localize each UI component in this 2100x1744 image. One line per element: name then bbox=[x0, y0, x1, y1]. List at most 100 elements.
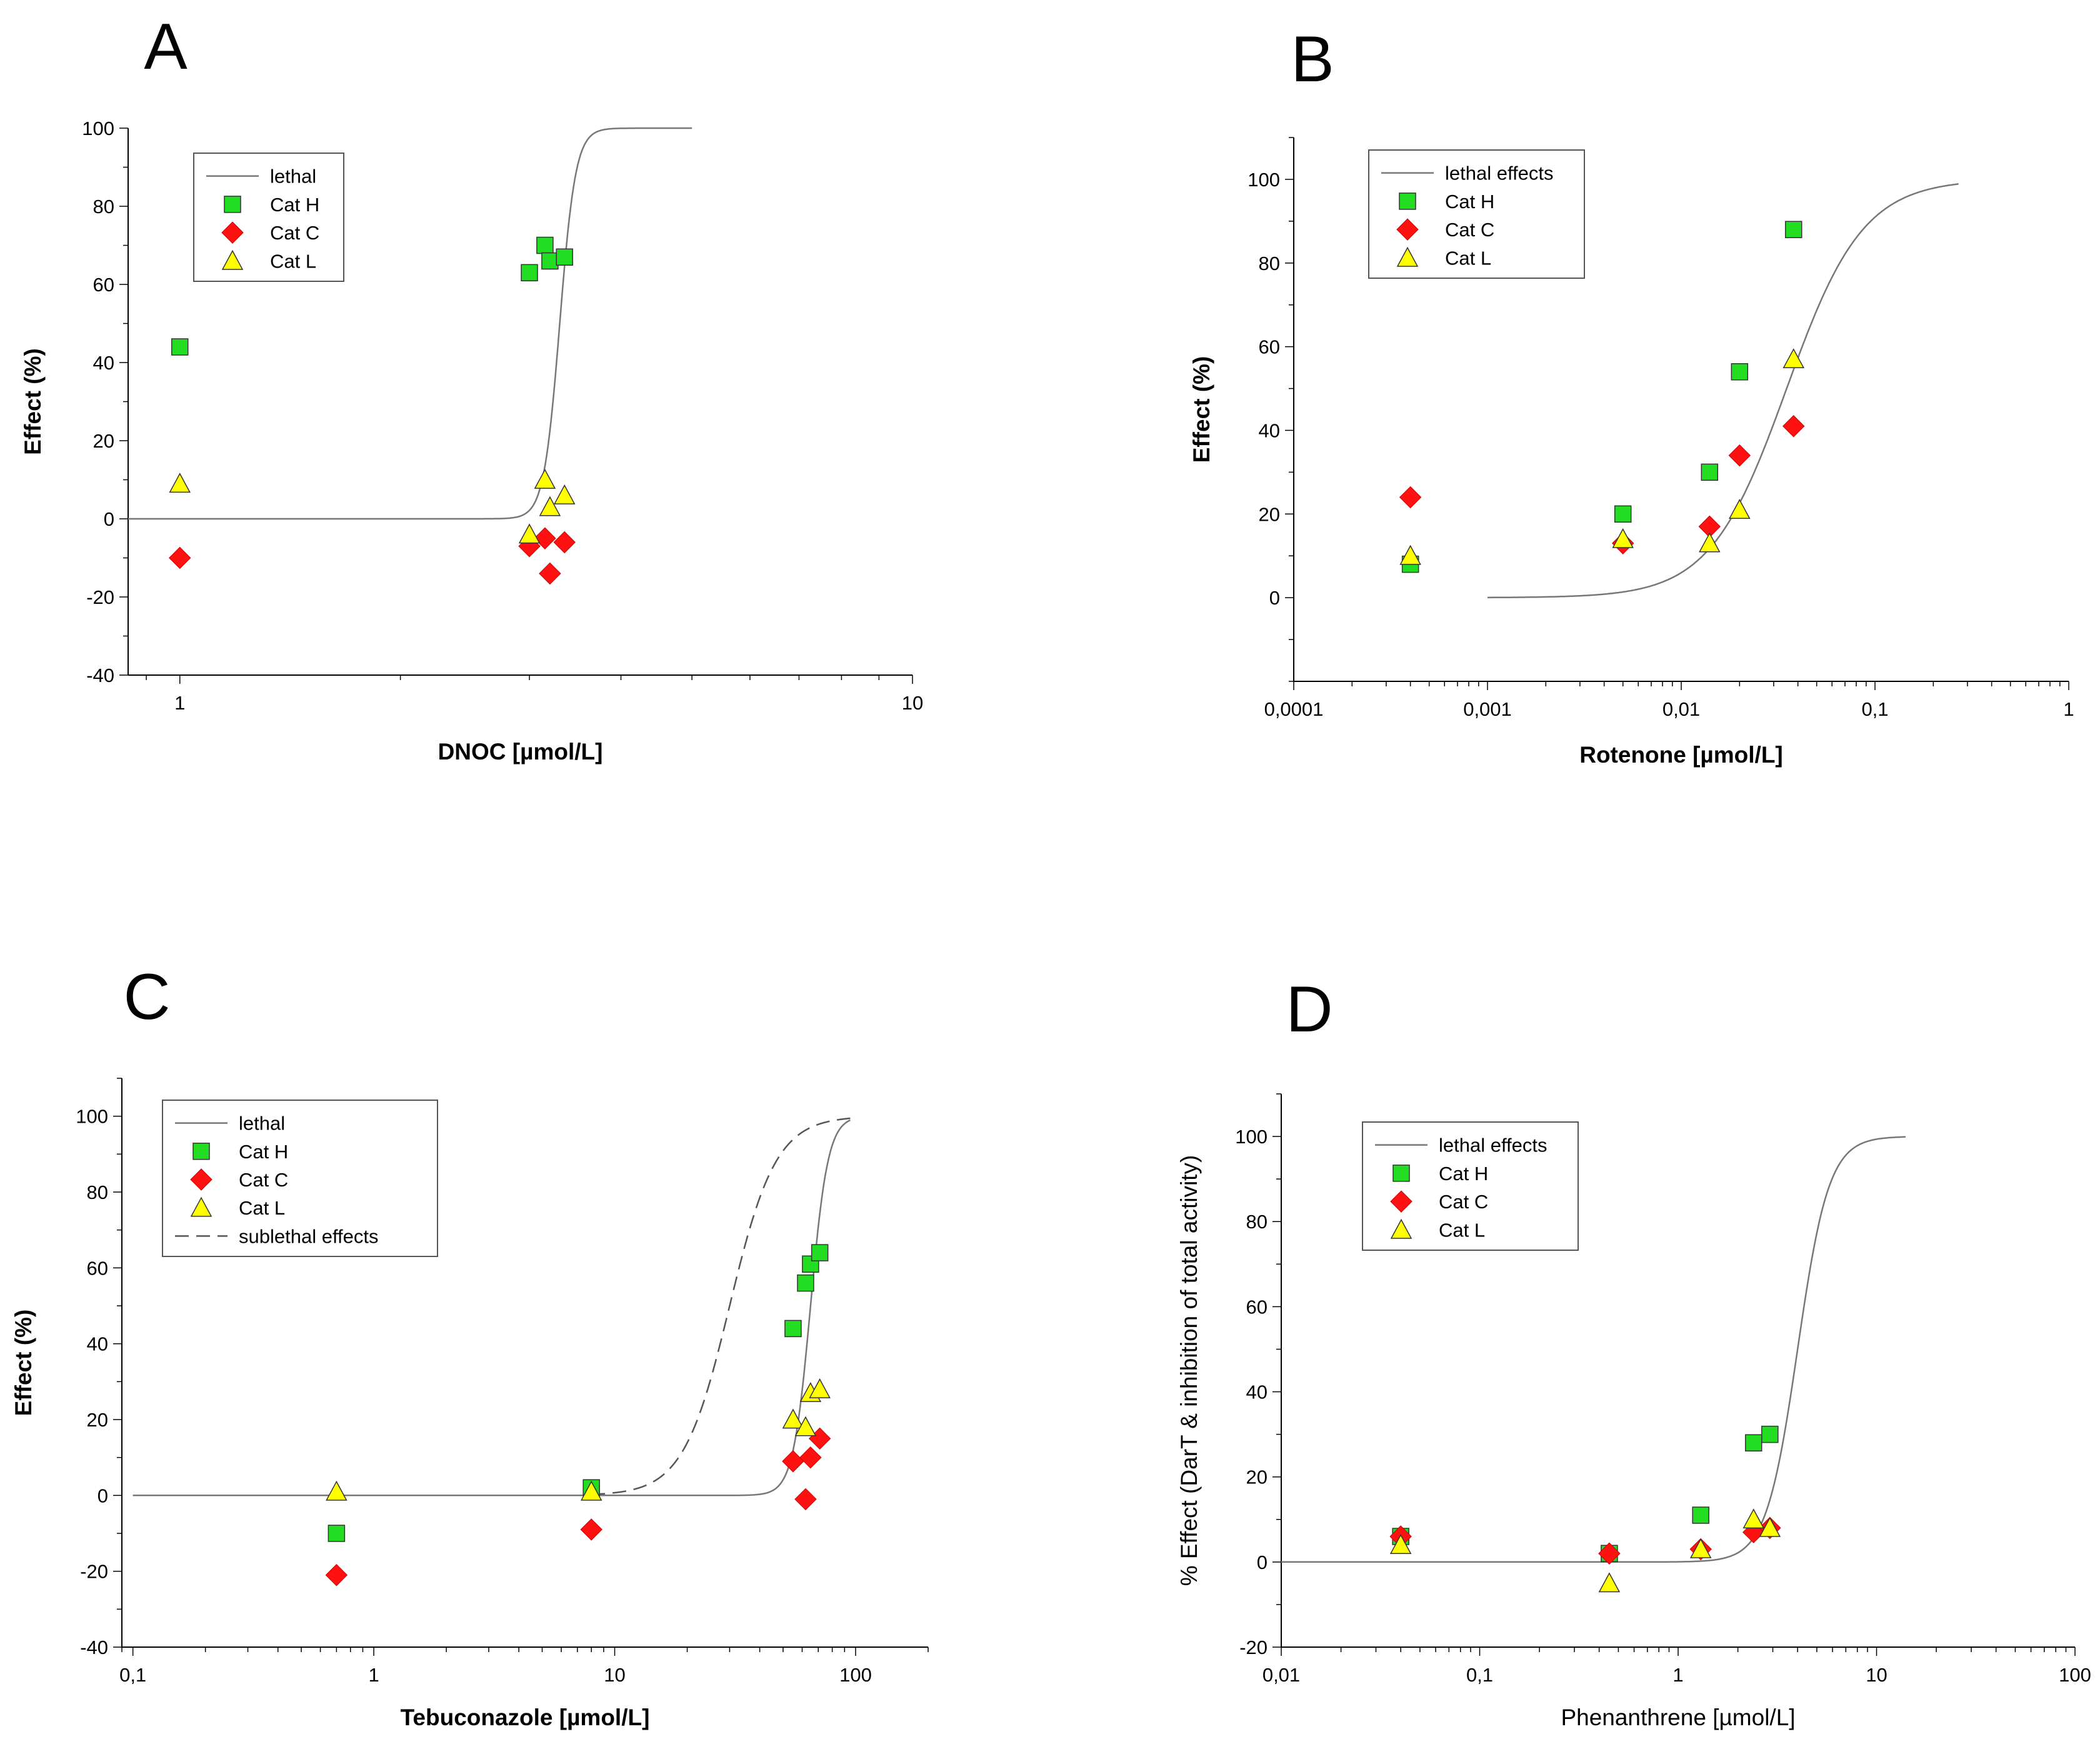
x-tick-label: 0,01 bbox=[1262, 1664, 1300, 1686]
y-tick-label: 40 bbox=[87, 1333, 108, 1355]
y-tick-label: 0 bbox=[1257, 1551, 1268, 1573]
legend-label: Cat C bbox=[1445, 219, 1494, 241]
y-tick-label: 100 bbox=[1248, 169, 1280, 191]
x-tick-label: 1 bbox=[174, 692, 185, 714]
x-axis-label: Rotenone [µmol/L] bbox=[1579, 742, 1783, 768]
y-tick-label: 100 bbox=[76, 1106, 108, 1128]
y-tick-label: -20 bbox=[1239, 1636, 1268, 1658]
y-axis-label: % Effect (DarT & inhibition of total act… bbox=[1176, 1155, 1202, 1586]
cat-l-point bbox=[580, 1480, 602, 1501]
cat-l-point bbox=[169, 473, 191, 493]
legend-marker-swatch bbox=[1392, 1165, 1410, 1182]
cat-l-point bbox=[809, 1378, 831, 1398]
lethal-curve bbox=[128, 127, 692, 520]
y-tick-label: 40 bbox=[1246, 1381, 1268, 1403]
legend-box bbox=[193, 153, 344, 282]
legend-marker-swatch bbox=[224, 196, 241, 213]
cat-l-point bbox=[1782, 348, 1804, 369]
y-tick-label: -40 bbox=[80, 1636, 108, 1658]
cat-c-point bbox=[1598, 1542, 1621, 1565]
panel-letter: C bbox=[123, 961, 170, 1033]
x-tick-label: 0,01 bbox=[1662, 698, 1700, 720]
legend: lethal Cat H Cat C Cat L bbox=[193, 153, 344, 282]
x-tick-label: 0,001 bbox=[1463, 698, 1512, 720]
legend-marker-swatch bbox=[1390, 1190, 1412, 1213]
panel-letter: D bbox=[1286, 973, 1332, 1046]
y-tick-label: 80 bbox=[87, 1181, 108, 1203]
cat-l-point bbox=[1742, 1508, 1764, 1529]
cat-l-point bbox=[326, 1480, 348, 1501]
cat-h-point bbox=[1614, 505, 1632, 523]
cat-c-point bbox=[169, 546, 191, 569]
legend-label: Cat H bbox=[1439, 1163, 1488, 1185]
legend-label: Cat L bbox=[270, 250, 316, 272]
y-tick-label: -40 bbox=[86, 664, 114, 686]
panel-letter: B bbox=[1291, 23, 1334, 96]
legend-label: lethal effects bbox=[1439, 1135, 1547, 1156]
cat-h-point bbox=[541, 252, 559, 270]
x-tick-label: 0,0001 bbox=[1264, 698, 1324, 720]
cat-l-point bbox=[1729, 499, 1751, 519]
panel-c-chart: C -40 -20 0 20 40 60 80 100 0,1 1 10 100 Tebuconazole… bbox=[11, 961, 929, 1730]
cat-c-point bbox=[1728, 444, 1751, 467]
x-tick-label: 10 bbox=[1866, 1664, 1887, 1686]
cat-h-point bbox=[556, 248, 573, 266]
lethal-curve bbox=[1281, 1136, 1906, 1563]
cat-c-point bbox=[1399, 486, 1422, 509]
x-tick-label: 10 bbox=[604, 1664, 625, 1686]
legend-label: Cat H bbox=[239, 1141, 288, 1163]
cat-h-point bbox=[1761, 1425, 1779, 1443]
legend: lethal effects Cat H Cat C Cat L bbox=[1362, 1121, 1579, 1251]
cat-l-point bbox=[539, 496, 561, 516]
legend-label: lethal bbox=[270, 166, 316, 188]
x-tick-label: 10 bbox=[902, 692, 923, 714]
x-tick-label: 1 bbox=[368, 1664, 379, 1686]
legend-label: Cat L bbox=[239, 1197, 285, 1219]
legend-label: lethal bbox=[239, 1113, 285, 1135]
cat-c-point bbox=[553, 531, 576, 554]
y-tick-label: 0 bbox=[98, 1485, 108, 1506]
x-axis-label: Tebuconazole [µmol/L] bbox=[401, 1705, 650, 1730]
legend-label: sublethal effects bbox=[239, 1225, 378, 1247]
legend-label: Cat L bbox=[1439, 1219, 1485, 1241]
y-tick-label: 20 bbox=[87, 1409, 108, 1431]
cat-h-point bbox=[784, 1320, 802, 1338]
y-tick-label: 0 bbox=[1269, 587, 1280, 609]
y-tick-label: -20 bbox=[86, 586, 114, 608]
y-tick-label: 20 bbox=[1246, 1466, 1268, 1488]
cat-h-point bbox=[1744, 1434, 1762, 1451]
y-tick-label: 60 bbox=[1246, 1296, 1268, 1318]
y-axis-label: Effect (%) bbox=[20, 348, 46, 455]
legend-label: Cat C bbox=[270, 222, 319, 244]
y-tick-label: 0 bbox=[104, 508, 114, 530]
legend-label: Cat L bbox=[1445, 247, 1491, 269]
cat-l-point bbox=[1699, 532, 1721, 553]
cat-l-point bbox=[518, 523, 541, 544]
x-tick-label: 0,1 bbox=[1466, 1664, 1493, 1686]
cat-l-point bbox=[1399, 544, 1421, 565]
panel-b-chart: B 0 20 40 60 80 100 0,0001 0,001 0,01 0,1 1 Rotenone… bbox=[1189, 23, 2074, 768]
y-tick-label: 20 bbox=[1259, 503, 1280, 525]
cat-c-point bbox=[534, 527, 556, 549]
x-tick-label: 1 bbox=[1672, 1664, 1683, 1686]
y-tick-label: 80 bbox=[1246, 1211, 1268, 1233]
y-axis-label: Effect (%) bbox=[11, 1310, 36, 1416]
cat-l-point bbox=[1598, 1572, 1621, 1593]
y-tick-label: 60 bbox=[1259, 336, 1280, 358]
legend: lethal Cat H Cat C Cat L sublethal effects bbox=[162, 1100, 438, 1257]
cat-l-point bbox=[794, 1416, 817, 1436]
y-tick-label: 80 bbox=[1259, 253, 1280, 274]
cat-l-point bbox=[1612, 528, 1634, 548]
x-tick-label: 0,1 bbox=[1861, 698, 1888, 720]
y-tick-label: -20 bbox=[80, 1561, 108, 1583]
cat-h-point bbox=[811, 1244, 829, 1261]
cat-c-point bbox=[539, 562, 561, 585]
legend-label: Cat H bbox=[270, 194, 319, 216]
cat-l-point bbox=[1689, 1538, 1712, 1558]
legend-label: Cat C bbox=[239, 1169, 288, 1191]
panel-d-chart: D -20 0 20 40 60 80 100 0,01 0,1 1 10 100 Phenanthren… bbox=[1176, 973, 2091, 1730]
legend-marker-swatch bbox=[190, 1168, 212, 1191]
y-tick-label: 60 bbox=[87, 1257, 108, 1279]
x-tick-label: 1 bbox=[2063, 698, 2074, 720]
